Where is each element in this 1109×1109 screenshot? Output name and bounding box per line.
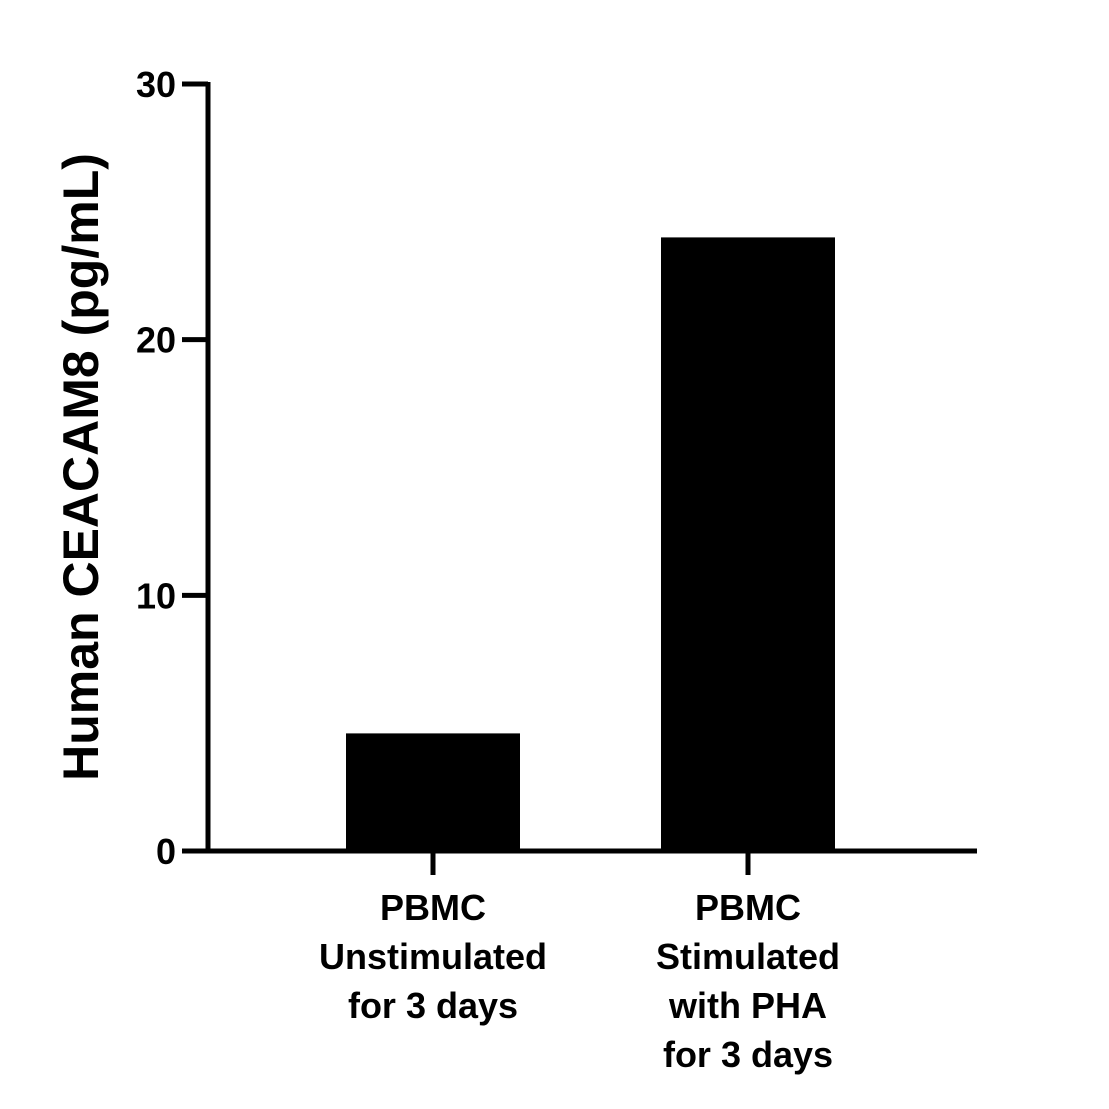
x-tick-label-line: for 3 days xyxy=(348,985,518,1026)
y-tick-label: 0 xyxy=(156,831,176,872)
y-tick-label: 30 xyxy=(136,64,176,105)
bar xyxy=(661,237,835,851)
x-tick-label-line: Unstimulated xyxy=(319,936,547,977)
x-tick-label-line: PBMC xyxy=(695,887,801,928)
bars xyxy=(346,237,835,851)
y-tick-label: 10 xyxy=(136,575,176,616)
x-tick-label: PBMC Unstimulated for 3 days xyxy=(319,887,547,1026)
x-tick-label-line: with PHA xyxy=(668,985,827,1026)
bar xyxy=(346,733,520,851)
x-tick-label-line: for 3 days xyxy=(663,1034,833,1075)
axes: 0 10 20 30 xyxy=(136,64,977,875)
y-tick-label: 20 xyxy=(136,320,176,361)
x-tick-label: PBMC Stimulated with PHA for 3 days xyxy=(656,887,840,1075)
x-tick-label-line: Stimulated xyxy=(656,936,840,977)
category-labels: PBMC Unstimulated for 3 days PBMC Stimulated… xyxy=(319,887,840,1075)
y-axis-title: Human CEACAM8 (pg/mL) xyxy=(53,153,109,781)
x-tick-label-line: PBMC xyxy=(380,887,486,928)
